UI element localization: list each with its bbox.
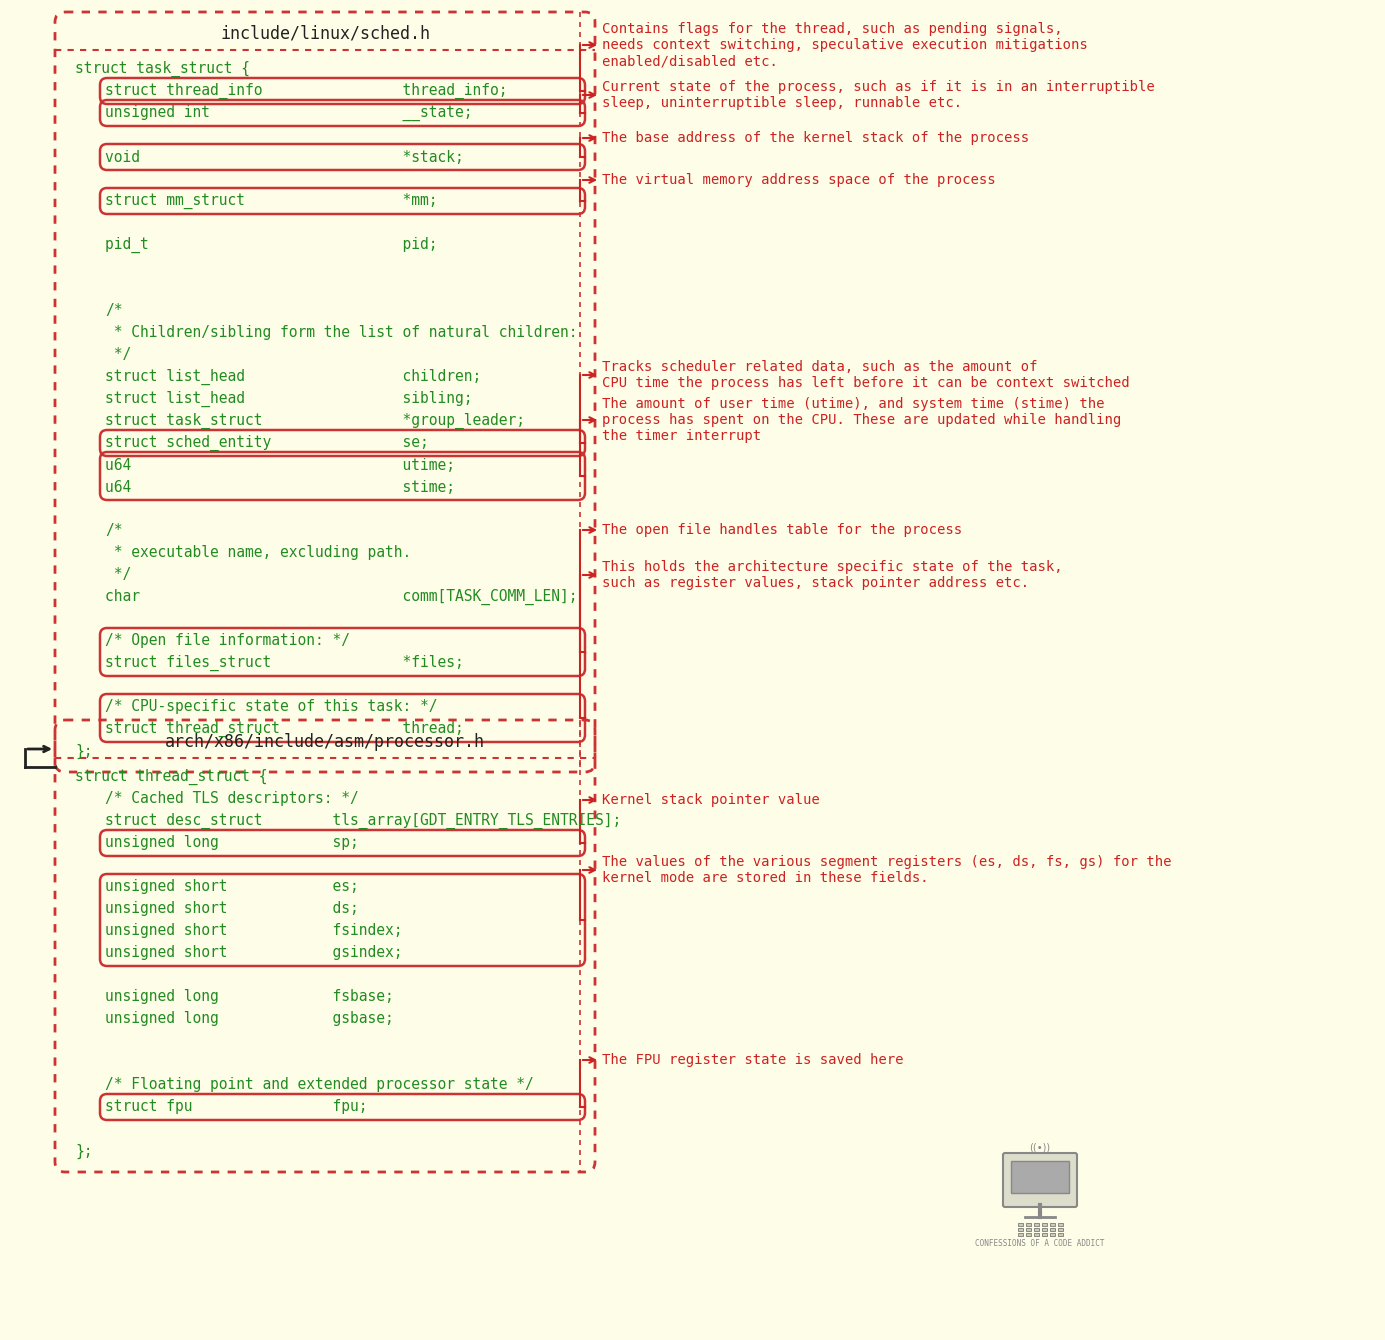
Text: The amount of user time (utime), and system time (stime) the
process has spent o: The amount of user time (utime), and sys…	[602, 397, 1122, 444]
Text: unsigned long             fsbase;: unsigned long fsbase;	[105, 989, 393, 1005]
Text: struct fpu                fpu;: struct fpu fpu;	[105, 1100, 367, 1115]
FancyBboxPatch shape	[1050, 1227, 1055, 1231]
FancyBboxPatch shape	[1050, 1223, 1055, 1226]
Text: */: */	[105, 347, 132, 363]
Text: * executable name, excluding path.: * executable name, excluding path.	[105, 545, 411, 560]
Text: /* Cached TLS descriptors: */: /* Cached TLS descriptors: */	[105, 792, 359, 807]
Text: char                              comm[TASK_COMM_LEN];: char comm[TASK_COMM_LEN];	[105, 588, 578, 606]
FancyBboxPatch shape	[1035, 1227, 1039, 1231]
Text: unsigned long             sp;: unsigned long sp;	[105, 836, 359, 851]
FancyBboxPatch shape	[1026, 1223, 1030, 1226]
FancyBboxPatch shape	[1003, 1152, 1078, 1207]
Text: /*: /*	[105, 303, 122, 319]
Text: void                              *stack;: void *stack;	[105, 150, 464, 165]
Text: /* Open file information: */: /* Open file information: */	[105, 634, 350, 649]
Text: include/linux/sched.h: include/linux/sched.h	[220, 25, 429, 43]
Text: struct list_head                  children;: struct list_head children;	[105, 369, 481, 385]
FancyBboxPatch shape	[1042, 1233, 1047, 1235]
Text: ((•)): ((•))	[1029, 1142, 1051, 1152]
FancyBboxPatch shape	[1018, 1233, 1024, 1235]
FancyBboxPatch shape	[1011, 1160, 1069, 1193]
Text: CONFESSIONS OF A CODE ADDICT: CONFESSIONS OF A CODE ADDICT	[975, 1238, 1105, 1248]
Text: struct thread_info                thread_info;: struct thread_info thread_info;	[105, 83, 507, 99]
FancyBboxPatch shape	[1018, 1223, 1024, 1226]
Text: unsigned short            fsindex;: unsigned short fsindex;	[105, 923, 403, 938]
Text: Tracks scheduler related data, such as the amount of
CPU time the process has le: Tracks scheduler related data, such as t…	[602, 360, 1130, 390]
Text: /* Floating point and extended processor state */: /* Floating point and extended processor…	[105, 1077, 533, 1092]
FancyBboxPatch shape	[1058, 1223, 1064, 1226]
Text: unsigned long             gsbase;: unsigned long gsbase;	[105, 1012, 393, 1026]
FancyBboxPatch shape	[1035, 1223, 1039, 1226]
Text: The virtual memory address space of the process: The virtual memory address space of the …	[602, 173, 996, 188]
Text: */: */	[105, 568, 132, 583]
Text: };: };	[75, 744, 93, 758]
FancyBboxPatch shape	[1058, 1233, 1064, 1235]
FancyBboxPatch shape	[1042, 1227, 1047, 1231]
FancyBboxPatch shape	[1026, 1227, 1030, 1231]
FancyBboxPatch shape	[1018, 1227, 1024, 1231]
Text: The base address of the kernel stack of the process: The base address of the kernel stack of …	[602, 131, 1029, 145]
Text: unsigned int                      __state;: unsigned int __state;	[105, 105, 472, 121]
Text: The values of the various segment registers (es, ds, fs, gs) for the
kernel mode: The values of the various segment regist…	[602, 855, 1172, 886]
Text: /*: /*	[105, 524, 122, 539]
Text: struct files_struct               *files;: struct files_struct *files;	[105, 655, 464, 671]
FancyBboxPatch shape	[1042, 1223, 1047, 1226]
Text: unsigned short            es;: unsigned short es;	[105, 879, 359, 895]
Text: Kernel stack pointer value: Kernel stack pointer value	[602, 793, 820, 807]
Text: unsigned short            ds;: unsigned short ds;	[105, 902, 359, 917]
Text: struct task_struct                *group_leader;: struct task_struct *group_leader;	[105, 413, 525, 429]
FancyBboxPatch shape	[1050, 1233, 1055, 1235]
Text: struct sched_entity               se;: struct sched_entity se;	[105, 436, 429, 452]
Text: * Children/sibling form the list of natural children:: * Children/sibling form the list of natu…	[105, 326, 578, 340]
Text: u64                               utime;: u64 utime;	[105, 457, 456, 473]
Text: The FPU register state is saved here: The FPU register state is saved here	[602, 1053, 903, 1067]
Text: Contains flags for the thread, such as pending signals,
needs context switching,: Contains flags for the thread, such as p…	[602, 21, 1087, 68]
Text: /* CPU-specific state of this task: */: /* CPU-specific state of this task: */	[105, 699, 438, 714]
Text: struct thread_struct              thread;: struct thread_struct thread;	[105, 721, 464, 737]
Text: arch/x86/include/asm/processor.h: arch/x86/include/asm/processor.h	[165, 733, 485, 750]
Text: The open file handles table for the process: The open file handles table for the proc…	[602, 523, 963, 537]
Text: pid_t                             pid;: pid_t pid;	[105, 237, 438, 253]
Text: This holds the architecture specific state of the task,
such as register values,: This holds the architecture specific sta…	[602, 560, 1062, 590]
Text: struct desc_struct        tls_array[GDT_ENTRY_TLS_ENTRIES];: struct desc_struct tls_array[GDT_ENTRY_T…	[105, 813, 622, 829]
Text: struct task_struct {: struct task_struct {	[75, 60, 251, 78]
Text: };: };	[75, 1143, 93, 1159]
Text: u64                               stime;: u64 stime;	[105, 480, 456, 494]
Text: struct list_head                  sibling;: struct list_head sibling;	[105, 391, 472, 407]
Text: Current state of the process, such as if it is in an interruptible
sleep, uninte: Current state of the process, such as if…	[602, 80, 1155, 110]
FancyBboxPatch shape	[1058, 1227, 1064, 1231]
FancyBboxPatch shape	[1035, 1233, 1039, 1235]
Text: unsigned short            gsindex;: unsigned short gsindex;	[105, 946, 403, 961]
Text: struct mm_struct                  *mm;: struct mm_struct *mm;	[105, 193, 438, 209]
Text: struct thread_struct {: struct thread_struct {	[75, 769, 267, 785]
FancyBboxPatch shape	[1026, 1233, 1030, 1235]
